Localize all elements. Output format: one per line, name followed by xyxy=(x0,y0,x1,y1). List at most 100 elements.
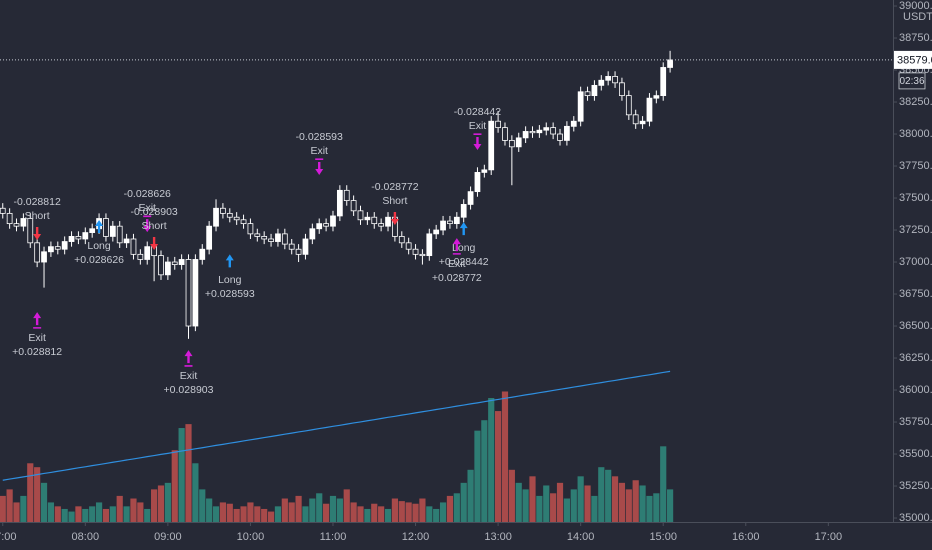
volume-bar xyxy=(20,495,27,522)
volume-bar xyxy=(206,498,213,522)
candle-body xyxy=(364,216,371,221)
candle-body xyxy=(447,220,453,225)
volume-bar xyxy=(323,503,330,522)
candle-body xyxy=(467,191,474,205)
candle-body xyxy=(564,125,570,141)
volume-bar xyxy=(233,508,240,522)
candle-body xyxy=(529,131,536,134)
volume-bar xyxy=(240,506,247,522)
candle-body xyxy=(667,59,673,68)
countdown-label: 02:36 xyxy=(899,76,924,87)
volume-bar xyxy=(598,467,605,522)
candle-body xyxy=(357,210,364,221)
candle-body xyxy=(288,243,295,250)
signal-label: -0.028442 xyxy=(454,106,501,118)
y-tick-label: 36000.00 xyxy=(899,384,932,396)
volume-bar xyxy=(212,506,220,522)
signal-label: Long xyxy=(218,274,242,286)
candle-body xyxy=(350,200,357,212)
candle-body xyxy=(20,218,27,227)
volume-bar xyxy=(460,482,467,522)
candle-body xyxy=(75,236,82,240)
x-tick-label: 09:00 xyxy=(154,531,182,543)
volume-bar xyxy=(109,506,116,522)
candle-body xyxy=(646,97,653,122)
x-tick-label: 12:00 xyxy=(402,531,430,543)
signal-arrow xyxy=(150,236,159,250)
y-tick-label: 37750.00 xyxy=(899,160,932,172)
candle-body xyxy=(419,253,426,257)
candle-body xyxy=(398,236,405,244)
volume-bar xyxy=(357,506,364,522)
volume-bar xyxy=(522,489,529,522)
volume-ma-line xyxy=(2,370,671,481)
candle-body xyxy=(385,216,391,227)
volume-bar xyxy=(95,502,103,522)
candle-body xyxy=(233,216,240,221)
candle-body xyxy=(103,218,109,237)
volume-bar xyxy=(584,485,591,522)
y-tick-label: 37000.00 xyxy=(899,256,932,268)
candle-body xyxy=(34,242,41,263)
candle-body xyxy=(192,259,199,327)
candle-body xyxy=(316,223,323,230)
candle-body xyxy=(6,212,13,225)
volume-bar xyxy=(40,482,48,522)
candle-body xyxy=(543,127,550,131)
candle-body xyxy=(323,223,329,227)
candle-body xyxy=(488,120,495,171)
candle-body xyxy=(570,120,577,127)
volume-bar xyxy=(137,502,144,522)
last-price-box xyxy=(894,50,932,69)
candle-body xyxy=(591,84,598,97)
plot-area: -0.028812 Short Exit +0.028812 Long +0.028626… xyxy=(0,50,893,522)
volume-bar xyxy=(577,476,584,522)
volume-bar xyxy=(27,463,34,522)
volume-bar xyxy=(405,502,412,522)
candle-body xyxy=(371,216,378,225)
candle-body xyxy=(653,95,660,99)
volume-bar xyxy=(144,508,151,522)
candle-body xyxy=(378,223,385,227)
candle-body xyxy=(178,259,185,265)
candle-body xyxy=(48,246,54,253)
volume-bar xyxy=(474,430,481,522)
volume-bar xyxy=(199,489,206,522)
candle-body xyxy=(440,220,446,231)
volume-bar xyxy=(295,495,302,522)
signal-label: +0.028593 xyxy=(205,288,255,300)
signal-label: Exit xyxy=(28,332,46,344)
signal-arrow xyxy=(315,158,324,175)
volume-bar xyxy=(605,469,612,522)
volume-bar xyxy=(433,508,440,522)
candle-body xyxy=(27,218,34,244)
candle-body xyxy=(639,120,646,125)
candle-body xyxy=(536,129,543,134)
volume-bar xyxy=(123,506,130,522)
y-tick-label: 38000.00 xyxy=(899,128,932,140)
signal-label: Short xyxy=(142,220,167,232)
candle-body xyxy=(474,172,481,193)
volume-bar xyxy=(639,485,646,522)
volume-bar xyxy=(391,498,398,522)
candle-body xyxy=(330,215,336,227)
signal-label: Exit xyxy=(138,202,156,214)
candle-body xyxy=(158,255,164,276)
candle-body xyxy=(116,225,123,244)
volume-bar xyxy=(185,424,192,522)
volume-bar xyxy=(164,482,171,522)
volume-bar xyxy=(329,495,337,522)
volume-bar xyxy=(660,446,667,522)
signal-label: Exit xyxy=(180,370,198,382)
candle-body xyxy=(164,261,171,276)
volume-bar xyxy=(302,506,309,522)
signal-label: Short xyxy=(382,195,407,207)
signal-label: Long xyxy=(87,240,111,252)
candle-body xyxy=(522,131,529,139)
volume-bar xyxy=(378,506,385,522)
signal-arrow xyxy=(95,220,104,234)
volume-bar xyxy=(0,495,6,522)
